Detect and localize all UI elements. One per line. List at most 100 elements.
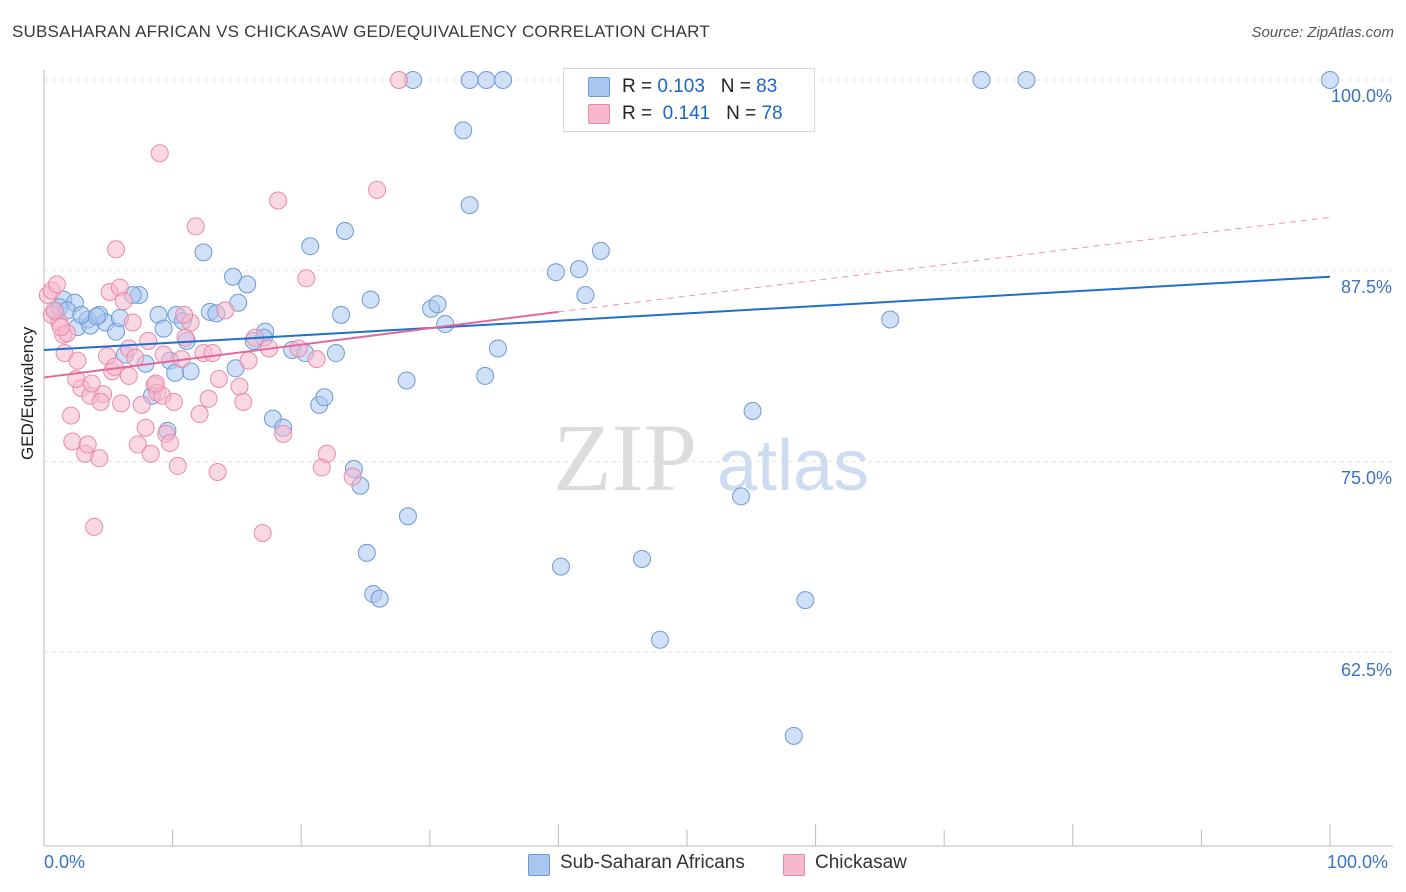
point-chickasaw <box>62 406 81 425</box>
point-chickasaw <box>389 71 408 89</box>
point-sub-saharan <box>881 310 900 329</box>
point-chickasaw <box>175 305 194 324</box>
point-chickasaw <box>123 313 142 332</box>
point-sub-saharan <box>398 507 417 526</box>
point-sub-saharan <box>477 71 496 89</box>
point-sub-saharan <box>494 71 513 89</box>
trend-line-sub-saharan <box>43 275 1331 351</box>
r-label: R = <box>622 76 653 97</box>
point-chickasaw <box>51 318 70 337</box>
source-label: Source: ZipAtlas.com <box>1251 24 1394 41</box>
legend-swatch-pink <box>783 854 805 876</box>
point-chickasaw <box>90 449 109 468</box>
trend-lines <box>43 216 1331 379</box>
point-sub-saharan <box>460 196 479 215</box>
n-label: N = <box>726 103 757 124</box>
point-chickasaw <box>107 240 126 259</box>
point-chickasaw <box>112 394 131 413</box>
point-chickasaw <box>119 366 138 385</box>
point-chickasaw <box>146 374 165 393</box>
point-chickasaw <box>114 292 133 311</box>
point-sub-saharan <box>335 222 354 241</box>
axes <box>43 70 1393 847</box>
point-sub-saharan <box>784 726 803 745</box>
point-chickasaw <box>343 467 362 486</box>
point-chickasaw <box>199 389 218 408</box>
point-chickasaw <box>82 374 101 393</box>
r-value: 0.103 <box>657 76 705 97</box>
chart-title: SUBSAHARAN AFRICAN VS CHICKASAW GED/EQUI… <box>12 22 710 41</box>
point-chickasaw <box>85 517 104 536</box>
point-chickasaw <box>168 456 187 475</box>
n-value: 78 <box>761 103 783 124</box>
point-sub-saharan <box>454 121 473 140</box>
n-label: N = <box>720 76 751 97</box>
point-chickasaw <box>186 217 205 236</box>
watermark: ZIP atlas <box>553 404 869 511</box>
point-chickasaw <box>78 435 97 454</box>
point-chickasaw <box>317 444 336 463</box>
point-chickasaw <box>136 418 155 437</box>
point-chickasaw <box>274 424 293 443</box>
point-sub-saharan <box>476 366 495 385</box>
point-chickasaw <box>203 344 222 363</box>
point-sub-saharan <box>632 549 651 568</box>
point-sub-saharan <box>357 543 376 562</box>
legend-label: Sub-Saharan Africans <box>560 852 745 873</box>
point-sub-saharan <box>326 344 345 363</box>
point-chickasaw <box>128 435 147 454</box>
point-chickasaw <box>209 369 228 388</box>
point-sub-saharan <box>650 630 669 649</box>
point-sub-saharan <box>154 319 173 338</box>
point-chickasaw <box>216 301 235 320</box>
point-chickasaw <box>269 191 288 210</box>
point-sub-saharan <box>428 295 447 314</box>
series-legend: Sub-Saharan Africans Chickasaw <box>0 852 1406 878</box>
point-chickasaw <box>132 395 151 414</box>
point-chickasaw <box>47 275 66 294</box>
point-sub-saharan <box>732 487 751 506</box>
legend-swatch-blue <box>588 77 610 97</box>
legend-swatch-blue <box>528 854 550 876</box>
y-tick-label: 100.0% <box>1330 86 1392 106</box>
watermark-zip: ZIP <box>553 404 697 511</box>
point-chickasaw <box>68 351 87 370</box>
point-chickasaw <box>150 144 169 163</box>
point-chickasaw <box>164 392 183 411</box>
point-sub-saharan <box>436 315 455 334</box>
point-sub-saharan <box>1017 71 1036 89</box>
r-value: 0.141 <box>662 103 711 124</box>
point-chickasaw <box>141 444 160 463</box>
point-sub-saharan <box>332 305 351 324</box>
x-tick-label-end: 100.0% <box>1327 852 1389 872</box>
point-sub-saharan <box>194 243 213 262</box>
point-chickasaw <box>253 524 272 543</box>
point-chickasaw <box>161 434 180 453</box>
point-chickasaw <box>239 351 258 370</box>
y-tick-label: 75.0% <box>1340 468 1392 488</box>
point-sub-saharan <box>972 71 991 89</box>
point-chickasaw <box>307 350 326 369</box>
point-chickasaw <box>176 328 195 347</box>
trend-line-chickasaw-extension <box>558 216 1331 313</box>
point-sub-saharan <box>370 589 389 608</box>
point-sub-saharan <box>591 241 610 260</box>
point-chickasaw <box>45 301 64 320</box>
point-sub-saharan <box>315 388 334 407</box>
y-tick-label: 62.5% <box>1340 660 1392 680</box>
point-sub-saharan <box>576 286 595 305</box>
r-label: R = <box>622 103 653 124</box>
point-sub-saharan <box>87 307 106 326</box>
point-chickasaw <box>139 331 158 350</box>
point-sub-saharan <box>397 371 416 390</box>
x-tick-label-start: 0.0% <box>44 852 86 872</box>
legend-label: Chickasaw <box>815 852 907 873</box>
point-chickasaw <box>208 463 227 482</box>
point-sub-saharan <box>361 290 380 309</box>
point-chickasaw <box>297 269 316 288</box>
point-sub-saharan <box>224 267 243 286</box>
y-tick-label: 87.5% <box>1340 277 1392 297</box>
point-sub-saharan <box>460 71 479 89</box>
point-sub-saharan <box>301 237 320 256</box>
